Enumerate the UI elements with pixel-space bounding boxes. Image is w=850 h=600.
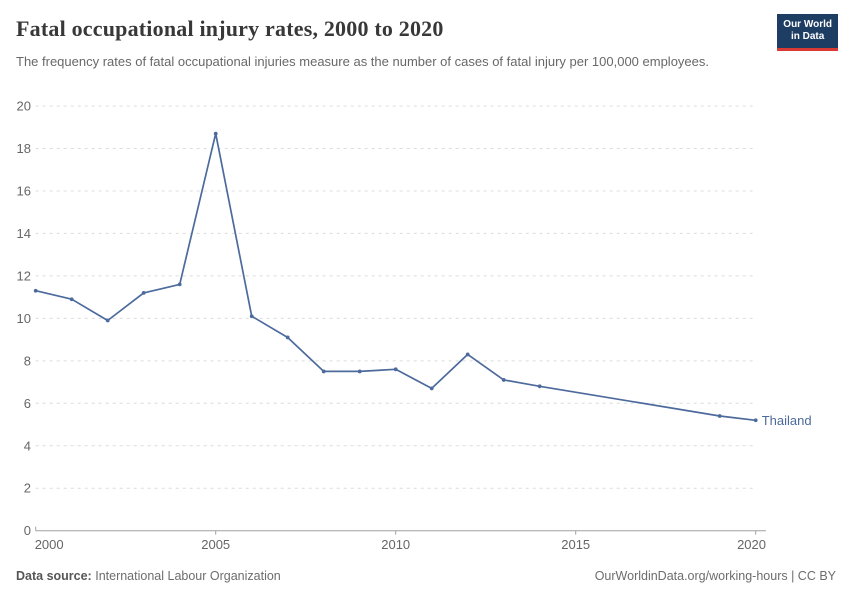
x-axis-tick-label: 2010 <box>381 537 410 552</box>
y-axis-tick-label: 14 <box>17 226 31 241</box>
x-axis-tick-label: 2020 <box>737 537 766 552</box>
thailand-line <box>34 132 757 422</box>
data-point-marker <box>393 367 398 372</box>
y-axis-tick-label: 4 <box>24 438 31 453</box>
data-point-marker <box>465 352 470 357</box>
data-point-marker <box>753 418 758 423</box>
data-point-marker <box>33 288 38 293</box>
y-axis-tick-label: 18 <box>17 141 31 156</box>
data-point-marker <box>321 369 326 374</box>
data-source-value: International Labour Organization <box>95 569 281 583</box>
y-axis-tick-label: 0 <box>24 523 31 538</box>
data-point-marker <box>141 290 146 295</box>
data-point-marker <box>429 386 434 391</box>
data-point-marker <box>357 369 362 374</box>
chart-footer: Data source: International Labour Organi… <box>16 569 836 583</box>
y-axis-tick-label: 8 <box>24 353 31 368</box>
page-title: Fatal occupational injury rates, 2000 to… <box>16 16 444 41</box>
data-point-marker <box>105 318 110 323</box>
y-axis-tick-label: 20 <box>17 99 31 114</box>
data-source-label: Data source: <box>16 569 92 583</box>
x-axis-tick-label: 2000 <box>35 537 64 552</box>
owid-logo[interactable]: Our World in Data <box>777 14 838 51</box>
data-point-marker <box>249 314 254 319</box>
y-axis-tick-label: 12 <box>17 268 31 283</box>
y-axis-tick-label: 2 <box>24 481 31 496</box>
y-axis-tick-label: 6 <box>24 396 31 411</box>
owid-logo-line1: Our World <box>783 19 832 30</box>
chart-subtitle: The frequency rates of fatal occupationa… <box>16 54 709 69</box>
owid-logo-line2: in Data <box>790 31 825 42</box>
data-point-marker <box>285 335 290 340</box>
data-point-marker <box>177 282 182 287</box>
y-axis-tick-label: 10 <box>17 311 31 326</box>
data-point-marker <box>213 131 218 136</box>
series-label-thailand: Thailand <box>762 413 812 428</box>
attribution-link[interactable]: OurWorldinData.org/working-hours | CC BY <box>594 569 836 583</box>
data-point-marker <box>717 414 722 418</box>
data-point-marker <box>69 297 74 302</box>
data-point-marker <box>501 378 506 382</box>
x-axis-tick-label: 2005 <box>201 537 230 552</box>
data-point-marker <box>537 384 542 389</box>
y-axis-tick-label: 16 <box>17 183 31 198</box>
x-axis-tick-label: 2015 <box>561 537 590 552</box>
